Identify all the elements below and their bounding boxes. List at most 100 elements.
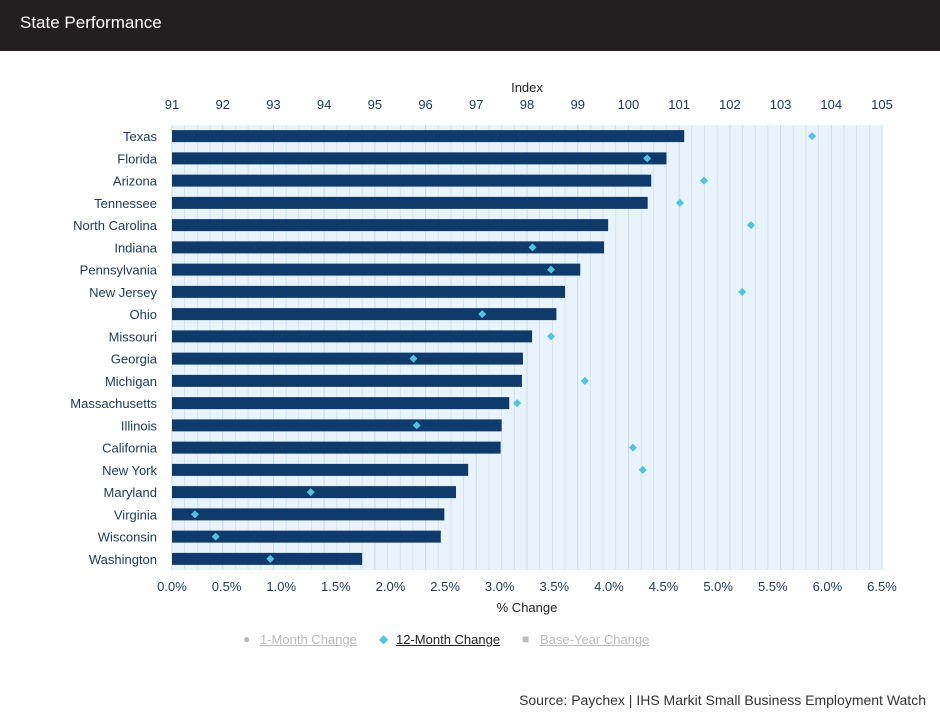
- category-label: Illinois: [121, 418, 158, 433]
- chart-legend: ● 1-Month Change ◆ 12-Month Change ■ Bas…: [0, 632, 940, 652]
- marker-point: [211, 532, 220, 541]
- marker-point: [699, 176, 708, 185]
- marker-point: [528, 243, 537, 252]
- legend-item-12-month-change[interactable]: 12-Month Change: [396, 632, 501, 647]
- header-bar: State Performance: [0, 0, 940, 51]
- bottom-tick-label: 6.5%: [867, 579, 897, 594]
- marker-point: [190, 510, 199, 519]
- marker-point: [643, 154, 652, 163]
- bar: [172, 441, 501, 454]
- category-label: Virginia: [114, 507, 158, 522]
- marker-point: [738, 287, 747, 296]
- category-label: Tennessee: [94, 196, 157, 211]
- category-label: Maryland: [104, 485, 157, 500]
- marker-point: [513, 399, 522, 408]
- marker-point: [547, 332, 556, 341]
- top-axis-title: Index: [511, 80, 543, 95]
- category-label: Pennsylvania: [80, 263, 158, 278]
- top-tick-label: 96: [418, 97, 432, 112]
- bar: [172, 419, 502, 432]
- category-label: New Jersey: [89, 285, 157, 300]
- bar: [172, 308, 557, 321]
- top-tick-label: 92: [215, 97, 229, 112]
- marker-point: [478, 310, 487, 319]
- bottom-tick-label: 0.0%: [157, 579, 187, 594]
- category-label: Georgia: [111, 352, 158, 367]
- category-label: Missouri: [109, 329, 158, 344]
- top-tick-label: 93: [266, 97, 280, 112]
- top-tick-label: 101: [668, 97, 690, 112]
- bar: [172, 219, 609, 232]
- bar: [172, 530, 441, 543]
- category-label: Washington: [89, 552, 157, 567]
- marker-point: [412, 421, 421, 430]
- marker-point: [675, 198, 684, 207]
- category-label: North Carolina: [73, 218, 158, 233]
- bottom-tick-label: 5.0%: [703, 579, 733, 594]
- bottom-tick-label: 4.5%: [649, 579, 679, 594]
- top-tick-label: 105: [871, 97, 893, 112]
- bar: [172, 174, 652, 187]
- marker-point: [808, 132, 817, 141]
- category-label: Arizona: [113, 174, 158, 189]
- bottom-tick-label: 4.0%: [594, 579, 624, 594]
- marker-point: [746, 221, 755, 230]
- top-tick-label: 100: [618, 97, 640, 112]
- category-label: Texas: [123, 129, 157, 144]
- bar: [172, 508, 445, 521]
- marker-point: [580, 376, 589, 385]
- legend-item-base-year-change[interactable]: Base-Year Change: [540, 632, 650, 647]
- legend-circle-icon: ●: [243, 632, 251, 646]
- bottom-tick-label: 5.5%: [758, 579, 788, 594]
- bar: [172, 330, 533, 343]
- bar: [172, 241, 605, 254]
- bottom-tick-label: 3.5%: [539, 579, 569, 594]
- bottom-tick-label: 2.5%: [430, 579, 460, 594]
- bottom-tick-label: 1.5%: [321, 579, 351, 594]
- top-tick-label: 95: [368, 97, 382, 112]
- top-tick-label: 98: [520, 97, 534, 112]
- marker-point: [266, 554, 275, 563]
- source-note: Source: Paychex | IHS Markit Small Busin…: [519, 692, 926, 708]
- bar: [172, 130, 685, 143]
- bottom-axis-title: % Change: [497, 600, 558, 615]
- top-tick-label: 91: [165, 97, 179, 112]
- bar: [172, 152, 667, 165]
- bottom-tick-label: 6.0%: [813, 579, 843, 594]
- category-label: New York: [102, 463, 157, 478]
- bar: [172, 263, 581, 276]
- marker-point: [409, 354, 418, 363]
- bar: [172, 285, 566, 298]
- category-label: Massachusetts: [70, 396, 157, 411]
- bottom-tick-label: 3.0%: [485, 579, 515, 594]
- bar: [172, 463, 469, 476]
- bar: [172, 352, 523, 365]
- marker-point: [547, 265, 556, 274]
- marker-point: [628, 443, 637, 452]
- state-performance-chart: Index 91 92 93 94 95 96 97 98 99 100 101 102 103 104 10…: [70, 80, 897, 615]
- bottom-tick-label: 0.5%: [212, 579, 242, 594]
- page-title: State Performance: [20, 13, 162, 32]
- category-label: Florida: [117, 151, 158, 166]
- bottom-tick-label: 1.0%: [266, 579, 296, 594]
- top-tick-label: 102: [719, 97, 741, 112]
- bottom-tick-label: 2.0%: [376, 579, 406, 594]
- top-tick-label: 99: [570, 97, 584, 112]
- category-label: California: [102, 441, 158, 456]
- marker-point: [638, 465, 647, 474]
- category-label: Wisconsin: [98, 530, 157, 545]
- marker-point: [306, 488, 315, 497]
- category-label: Michigan: [105, 374, 157, 389]
- category-label: Ohio: [130, 307, 157, 322]
- legend-item-1-month-change[interactable]: 1-Month Change: [260, 632, 357, 647]
- legend-square-icon: ■: [522, 632, 530, 646]
- legend-diamond-icon: ◆: [379, 632, 389, 646]
- top-tick-label: 97: [469, 97, 483, 112]
- top-tick-label: 94: [317, 97, 331, 112]
- bar: [172, 397, 510, 410]
- category-label: Indiana: [114, 240, 157, 255]
- top-tick-label: 104: [820, 97, 842, 112]
- top-tick-label: 103: [770, 97, 792, 112]
- bar: [172, 196, 648, 209]
- bar: [172, 374, 522, 387]
